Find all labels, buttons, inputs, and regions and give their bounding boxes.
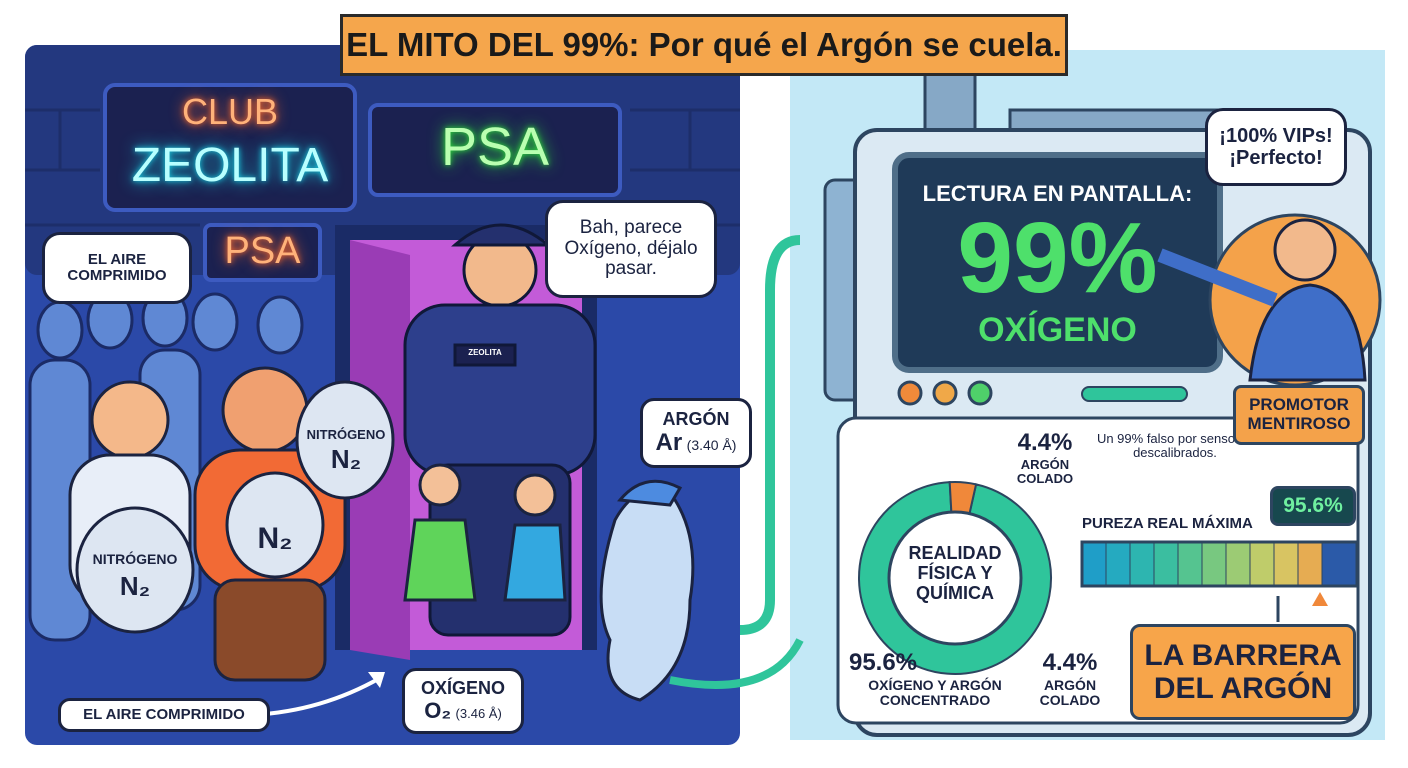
argon-formula: Ar (655, 428, 683, 456)
promoter-label: PROMOTOR MENTIROSO (1233, 385, 1365, 445)
segment-label: ARGÓN COLADO (1016, 457, 1074, 487)
donut-hole (887, 510, 1023, 646)
promoter (1157, 218, 1367, 382)
purity-label: PUREZA REAL MÁXIMA (1082, 515, 1253, 532)
sign-psa: PSA (440, 117, 550, 177)
knob (967, 380, 993, 406)
oxygen-name: OXÍGENO (420, 678, 505, 698)
title: EL MITO DEL 99%: Por qué el Argón se cue… (340, 14, 1068, 76)
screen-reading: 99% (957, 202, 1158, 314)
oxygen-size: (3.46 Å) (455, 705, 502, 721)
purity-bar-frame (1080, 540, 1359, 588)
oxygen-formula-line: O₂ (3.46 Å) (424, 697, 502, 723)
air-arrow-head (368, 672, 385, 688)
sign-zeolita: ZEOLITA (131, 139, 329, 192)
oxygen-tag: OXÍGENO O₂ (3.46 Å) (402, 668, 524, 734)
segment-label: OXÍGENO Y ARGÓN CONCENTRADO (868, 677, 1002, 709)
oxygen-formula: O₂ (424, 697, 452, 723)
value-label: 4.4% (1042, 649, 1098, 676)
speech-bubble: Bah, parece Oxígeno, déjalo pasar. (545, 200, 717, 298)
green-pipe (739, 235, 801, 635)
value-label: 95.6% (848, 649, 918, 676)
bag-label: NITRÓGENO (306, 427, 386, 442)
knob (932, 380, 958, 406)
donut-center-label: REALIDAD FÍSICA Y QUÍMICA (908, 543, 1002, 603)
oxygen-girls (403, 463, 567, 602)
knob (897, 380, 923, 406)
gas-bags (75, 380, 395, 634)
argon-tag: ARGÓN Ar (3.40 Å) (640, 398, 752, 468)
bag-label: NITRÓGENO (92, 551, 178, 567)
purity-value: 95.6% (1270, 486, 1356, 526)
green-arrow (669, 638, 804, 689)
speech-bubble: EL AIRE COMPRIMIDO (58, 698, 270, 732)
screen-title: LECTURA EN PANTALLA: (922, 181, 1193, 206)
sign-club: CLUB (181, 91, 279, 132)
promoter-speech: ¡100% VIPs! ¡Perfecto! (1205, 108, 1347, 186)
argon-formula-line: Ar (3.40 Å) (655, 428, 737, 456)
guard-badge: ZEOLITA (468, 348, 502, 357)
psa-sign (368, 103, 622, 197)
screen-gas: OXÍGENO (978, 311, 1137, 349)
argon-size: (3.40 Å) (686, 436, 737, 453)
bag-formula: N₂ (119, 571, 151, 601)
speech-bubble: EL AIRE COMPRIMIDO (42, 232, 192, 304)
psa-small-sign (203, 223, 322, 282)
barrier-label: LA BARRERA DEL ARGÓN (1130, 624, 1356, 720)
argon-name: ARGÓN (662, 408, 730, 429)
sign-psa-small: PSA (224, 230, 301, 272)
sensor-bar (1081, 386, 1188, 402)
argon-cap (617, 479, 683, 507)
sensor-note: Un 99% falso por sensores descalibrados. (1096, 431, 1254, 461)
purity-bar (1081, 541, 1358, 587)
purity-marker (1312, 592, 1328, 606)
bag-formula: N₂ (330, 444, 362, 474)
segment-label: ARGÓN COLADO (1039, 677, 1101, 709)
bag-formula: N₂ (257, 522, 293, 555)
club-sign (103, 83, 357, 212)
value-label: 4.4% (1017, 429, 1073, 456)
